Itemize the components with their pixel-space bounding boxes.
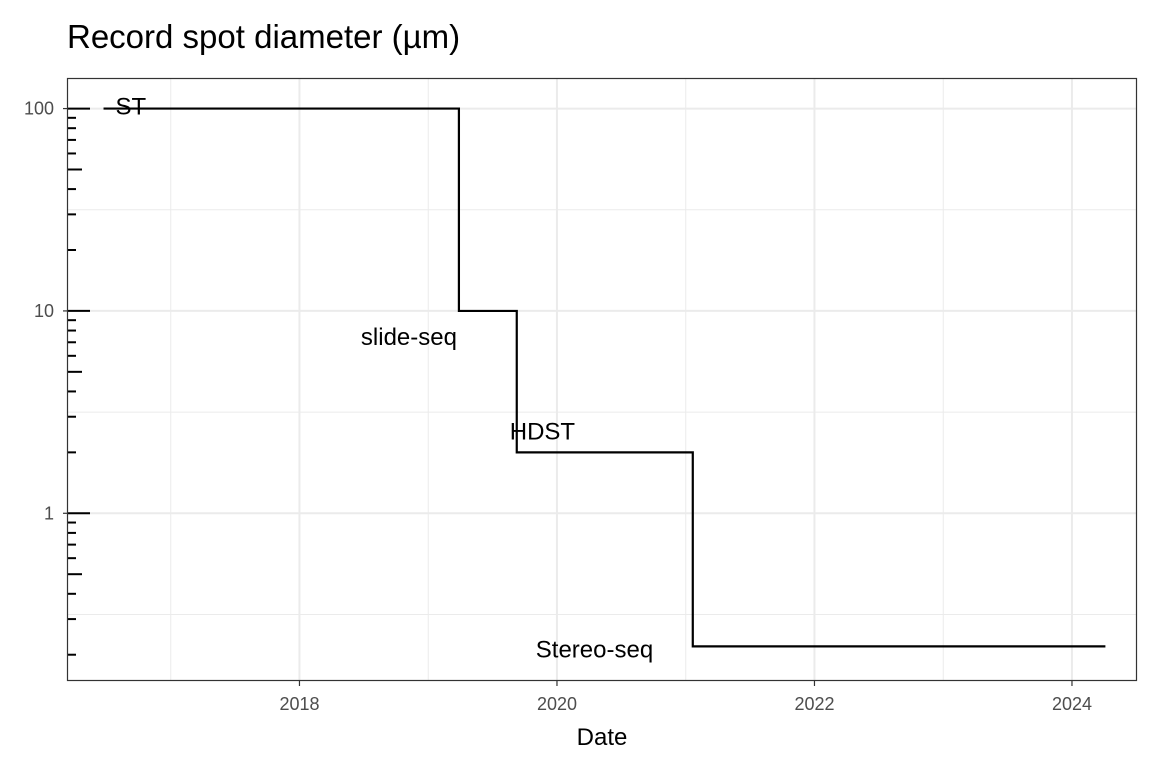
y-tick-label: 1 [44,503,54,523]
y-axis-tick-labels: 1 10 100 [24,99,54,524]
chart-title: Record spot diameter (µm) [67,18,460,55]
annotation-layer: ST slide-seq HDST Stereo-seq [116,94,654,664]
x-tick-label: 2018 [279,694,319,714]
method-annotation: slide-seq [361,324,457,351]
y-axis-ticks [63,107,90,656]
method-annotation: ST [116,94,147,121]
x-tick-label: 2022 [794,694,834,714]
y-tick-label: 100 [24,99,54,119]
series-layer [103,107,1106,648]
y-tick-label: 10 [34,301,54,321]
x-axis-tick-labels: 2018 2020 2022 2024 [279,694,1092,714]
x-tick-label: 2020 [537,694,577,714]
x-axis-title: Date [577,724,628,751]
method-annotation: Stereo-seq [536,636,653,663]
panel-border [66,77,1138,682]
method-annotation: HDST [510,418,576,445]
minor-grid [68,79,1136,680]
record-step-line [103,107,1106,648]
x-tick-label: 2024 [1052,694,1092,714]
major-grid [68,79,1136,680]
